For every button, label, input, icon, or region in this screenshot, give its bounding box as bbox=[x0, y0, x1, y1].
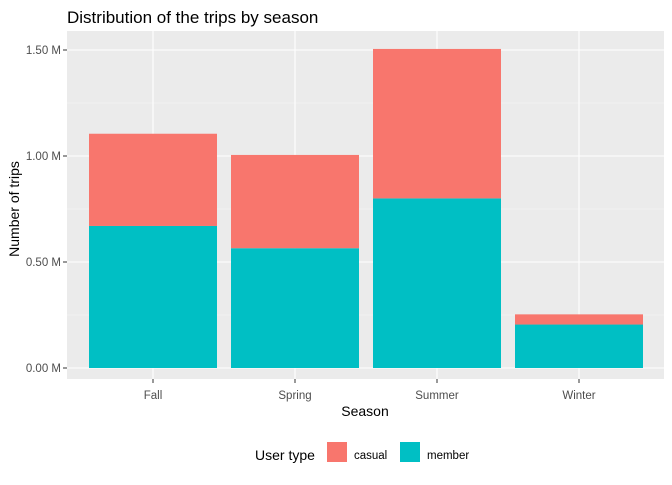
bar-casual-spring bbox=[231, 154, 359, 249]
legend: User type casual member bbox=[255, 442, 469, 463]
x-tick-label-winter: Winter bbox=[562, 390, 595, 402]
x-tick-label-fall: Fall bbox=[144, 390, 163, 402]
x-tick-label-summer: Summer bbox=[415, 390, 459, 402]
y-axis-title: Number of trips bbox=[6, 161, 22, 257]
x-tick-label-spring: Spring bbox=[278, 390, 311, 402]
bar-member-winter bbox=[515, 324, 643, 368]
legend-entries: casual member bbox=[327, 442, 469, 462]
bars bbox=[89, 48, 643, 368]
legend-label-casual: casual bbox=[354, 450, 387, 462]
bar-casual-summer bbox=[373, 48, 501, 199]
y-axis: 0.00 M 0.50 M 1.00 M 1.50 M bbox=[26, 45, 67, 375]
legend-key-casual bbox=[327, 442, 347, 462]
x-axis-title: Season bbox=[341, 403, 388, 419]
y-tick-label: 1.00 M bbox=[26, 151, 61, 163]
legend-label-member: member bbox=[427, 450, 469, 462]
bar-casual-winter bbox=[515, 314, 643, 325]
x-axis: Fall Spring Summer Winter bbox=[144, 379, 596, 402]
y-tick-label: 0.50 M bbox=[26, 257, 61, 269]
legend-title: User type bbox=[255, 447, 315, 463]
bar-casual-fall bbox=[89, 133, 217, 226]
y-tick-label: 0.00 M bbox=[26, 363, 61, 375]
y-tick-label: 1.50 M bbox=[26, 45, 61, 57]
bar-member-spring bbox=[231, 248, 359, 368]
bar-member-fall bbox=[89, 225, 217, 368]
chart-title: Distribution of the trips by season bbox=[67, 8, 318, 27]
legend-key-member bbox=[400, 442, 420, 462]
bar-member-summer bbox=[373, 198, 501, 368]
